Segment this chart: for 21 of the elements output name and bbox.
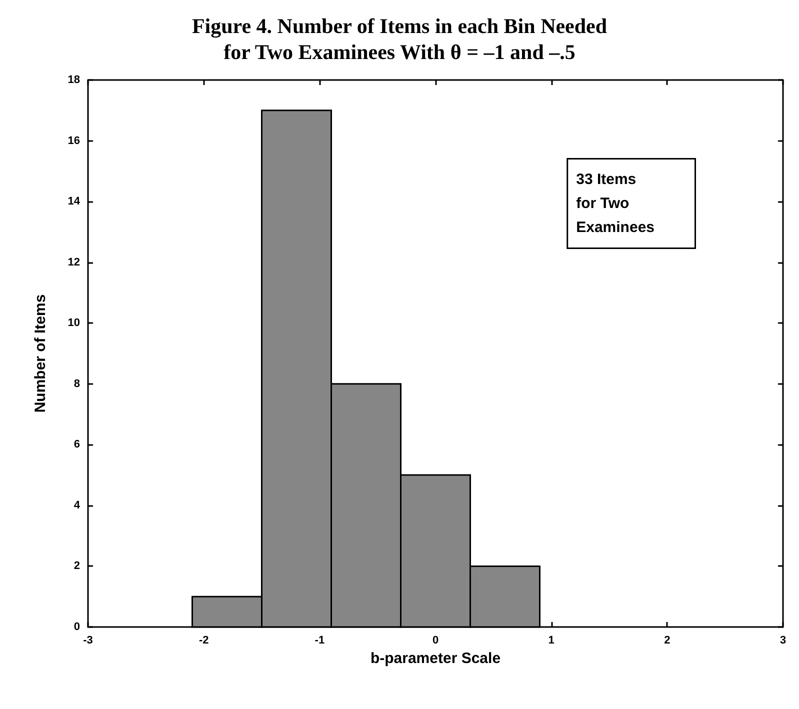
y-tick-label: 18	[68, 74, 80, 86]
y-tick-label: 10	[68, 317, 80, 330]
chart-title: Figure 4. Number of Items in each Bin Needed for Two Examinees With θ = –1 and –.5	[192, 14, 608, 64]
x-axis-title: b-parameter Scale	[370, 650, 501, 667]
y-axis-title: Number of Items	[32, 294, 49, 413]
x-tick-label: 0	[432, 634, 439, 646]
y-tick-label: 2	[74, 560, 80, 572]
x-tick-label: -2	[198, 634, 209, 646]
x-tick-label: -1	[314, 634, 325, 646]
y-tick-label: 12	[68, 256, 80, 268]
y-tick-label: 4	[74, 499, 81, 512]
x-tick-label: -3	[83, 634, 93, 646]
x-tick-label: 2	[664, 634, 670, 646]
x-tick-label: 1	[548, 634, 554, 646]
y-tick-label: 8	[74, 378, 80, 390]
y-tick-label: 0	[74, 621, 80, 633]
y-tick-label: 6	[74, 438, 80, 451]
y-tick-label: 14	[68, 196, 81, 208]
annotation: 33 Items for Two Examinees	[576, 171, 655, 236]
y-tick-label: 16	[68, 134, 80, 147]
x-tick-label: 3	[780, 634, 786, 646]
